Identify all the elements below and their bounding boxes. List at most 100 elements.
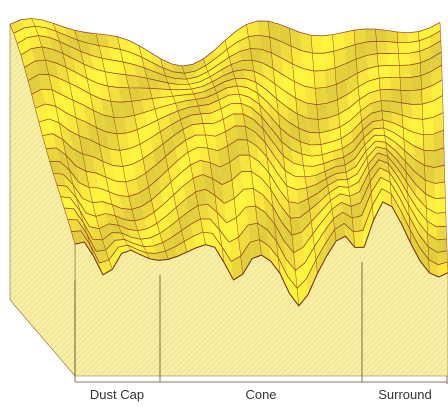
surface-cell (102, 161, 116, 182)
surface-cell (336, 79, 348, 100)
surface-cell (80, 230, 94, 257)
surface-cell (339, 120, 352, 139)
surface-cell (303, 68, 316, 89)
surface-cell (341, 202, 353, 219)
surface-cell (38, 118, 53, 136)
surface-cell (387, 41, 399, 54)
surface-cell (358, 81, 370, 100)
surface-cell (276, 98, 289, 122)
mesh-line (138, 45, 188, 253)
surface-cell (343, 150, 355, 166)
surface-cell (303, 165, 315, 177)
surface-cell (353, 230, 365, 248)
surface-cell (182, 64, 196, 74)
surface-cell (415, 184, 427, 208)
surface-cell (228, 94, 242, 104)
surface-cell (264, 212, 277, 242)
surface-cell (38, 35, 53, 50)
surface-cell (292, 64, 305, 87)
surface-cell (381, 100, 393, 113)
surface-cell (383, 127, 395, 142)
surface-cell (200, 160, 213, 179)
surface-cell (139, 87, 153, 100)
surface-cell (128, 87, 142, 102)
surface-cell (282, 223, 294, 253)
surface-cell (225, 125, 238, 147)
surface-cell (250, 48, 263, 63)
surface-cell (94, 68, 108, 87)
surface-cell (370, 100, 382, 114)
surface-cell (183, 93, 197, 101)
surface-cell (136, 76, 150, 89)
surface-cell (218, 57, 232, 71)
surface-cell (312, 53, 325, 72)
surface-cell (272, 206, 285, 241)
surface-cell (400, 90, 412, 105)
surface-cell (191, 219, 204, 237)
surface-cell (364, 28, 377, 43)
surface-cell (195, 65, 208, 77)
surface-cell (385, 142, 397, 160)
surface-cell (419, 46, 431, 63)
surface-cell (306, 184, 318, 199)
surface-cell (267, 102, 280, 128)
surface-cell (344, 158, 356, 173)
surface-cell (363, 128, 375, 145)
surface-cell (111, 232, 125, 241)
surface-cell (237, 85, 250, 98)
surface-cell (368, 78, 381, 93)
surface-cell (42, 133, 57, 149)
surface-cell (210, 70, 223, 82)
surface-cell (345, 59, 358, 80)
surface-cell (298, 128, 311, 145)
surface-cell (173, 71, 187, 80)
surface-cell (390, 182, 401, 211)
surface-cell (139, 45, 153, 63)
surface-cell (334, 165, 347, 174)
surface-cell (195, 189, 208, 206)
surface-cell (188, 205, 201, 225)
surface-cell (389, 77, 401, 91)
surface-cell (134, 112, 148, 130)
surface-cell (409, 62, 421, 78)
surface-cell (125, 74, 140, 88)
surface-cell (293, 163, 306, 177)
mesh-line (396, 31, 411, 244)
surface-cell (402, 115, 414, 133)
surface-cell (271, 129, 284, 157)
mesh-line (332, 34, 355, 248)
surface-cell (222, 179, 235, 204)
surface-cell (432, 95, 444, 118)
surface-cell (167, 110, 181, 126)
surface-cell (245, 78, 258, 94)
surface-cell (284, 240, 296, 271)
surface-cell (362, 205, 374, 248)
surface-cell (425, 180, 436, 199)
surface-cell (178, 84, 192, 90)
surface-cell (62, 139, 76, 167)
surface-cell (432, 112, 444, 135)
surface-cell (409, 216, 420, 248)
surface-cell (406, 172, 417, 197)
surface-cell (355, 42, 367, 60)
surface-cell (389, 172, 400, 198)
mesh-line (224, 40, 262, 256)
surface-cell (66, 155, 80, 183)
surface-cell (341, 131, 353, 149)
surface-cell (115, 181, 129, 197)
surface-cell (411, 104, 423, 120)
surface-cell (93, 110, 107, 133)
surface-cell (185, 135, 198, 153)
surface-cell (420, 58, 432, 76)
surface-cell (274, 223, 286, 259)
surface-cell (238, 225, 251, 257)
surface-cell (48, 74, 63, 96)
surface-cell (304, 246, 316, 279)
surface-cell (407, 31, 420, 43)
surface-cell (285, 258, 298, 289)
surface-cell (149, 88, 163, 99)
surface-cell (42, 19, 57, 32)
surface-cell (156, 215, 170, 234)
surface-cell (134, 243, 147, 253)
surface-cell (35, 103, 50, 123)
